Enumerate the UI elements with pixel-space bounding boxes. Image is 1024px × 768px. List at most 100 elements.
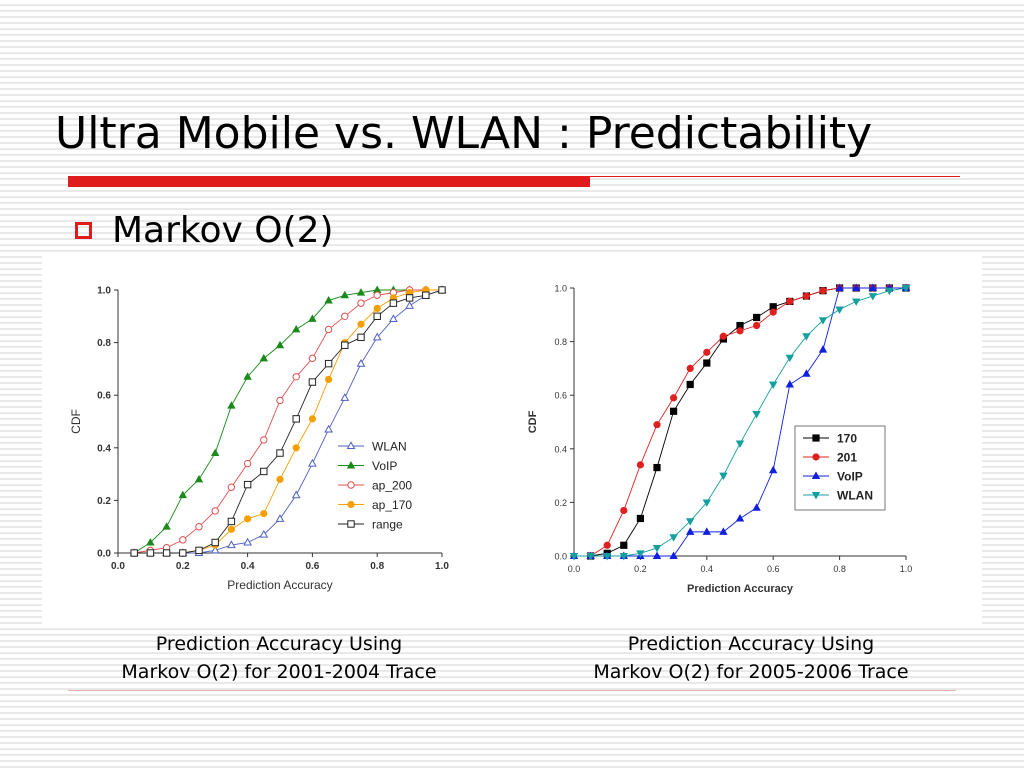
right-chart-y-tick-label: 0.6 (554, 391, 567, 401)
left-chart-data-point (341, 341, 349, 349)
left-chart-data-point (179, 536, 187, 544)
chart-left-svg: 0.0 0.2 0.4 0.6 0.8 1.0 0.0 0.2 0.4 0.6 0.8 1.0 Pred… (69, 285, 449, 592)
left-chart-x-tick-label: 0.4 (241, 561, 255, 572)
right-chart-data-point (835, 283, 844, 291)
right-chart-data-point (802, 292, 810, 300)
right-chart-x-tick-label: 0.4 (701, 564, 714, 574)
left-chart-data-point (179, 549, 187, 557)
right-chart-data-point (851, 298, 861, 306)
left-chart-data-point (243, 459, 252, 468)
right-chart-data-point (901, 285, 911, 293)
left-chart-x-tick-label: 0.2 (176, 561, 190, 572)
slide-title: Ultra Mobile vs. WLAN : Predictability (55, 108, 873, 159)
left-chart-y-tick-label: 0.0 (97, 549, 111, 560)
right-chart-data-point (868, 283, 878, 291)
left-chart-data-point (405, 294, 414, 302)
left-chart-data-point (227, 525, 235, 533)
chart-2005-2006: 0.0 0.2 0.4 0.6 0.8 1.0 0.0 0.2 0.4 0.6 0.8 1.0 Pred… (510, 254, 982, 624)
left-chart-series-line (134, 289, 443, 554)
right-chart-legend-label: 201 (837, 451, 857, 465)
right-chart-data-point (702, 527, 712, 535)
left-chart-data-point (227, 540, 236, 549)
left-chart-data-point (244, 515, 252, 523)
right-chart-data-point (868, 293, 878, 301)
right-chart-data-point (703, 359, 711, 367)
left-chart-data-point (292, 415, 300, 423)
caption-left-line-2: Markov O(2) for 2001-2004 Trace (121, 661, 437, 683)
right-chart-legend: 170 201 VoIP WLAN (794, 425, 886, 511)
left-chart-data-point (259, 353, 269, 362)
right-chart-data-point (703, 348, 711, 356)
right-chart-data-point (586, 553, 595, 561)
right-chart-legend-label: VoIP (837, 470, 863, 484)
left-chart-y-tick-label: 0.4 (97, 443, 111, 454)
left-chart-data-point (260, 467, 268, 476)
left-chart-data-point (308, 314, 317, 322)
left-chart-data-point (389, 314, 398, 322)
right-chart-legend-label: 170 (837, 432, 857, 446)
bullet-text: Markov O(2) (112, 210, 334, 251)
right-chart-data-point (685, 518, 695, 526)
right-chart-data-point (769, 308, 777, 316)
left-chart-data-point (227, 483, 236, 491)
right-chart-data-point (819, 287, 827, 295)
right-chart-data-point (619, 553, 629, 561)
left-chart-series-range (130, 286, 446, 557)
left-chart-data-point (292, 444, 300, 452)
left-chart-y-tick-label: 0.8 (97, 338, 111, 349)
right-chart-data-point (636, 461, 644, 469)
left-chart-data-point (357, 299, 365, 307)
right-chart-data-point (636, 550, 645, 558)
left-chart-data-point (373, 312, 381, 320)
left-chart-x-axis-label: Prediction Accuracy (227, 578, 332, 592)
right-chart-data-point (620, 506, 628, 515)
left-chart-data-point (291, 490, 301, 499)
right-chart-y-tick-label: 0.4 (554, 444, 567, 454)
right-chart-data-point (752, 313, 761, 322)
caption-right-line-2: Markov O(2) for 2005-2006 Trace (593, 661, 909, 683)
left-chart-data-point (373, 291, 381, 299)
right-chart-legend-label: WLAN (837, 489, 873, 503)
title-underline-thin (590, 176, 960, 177)
left-chart-data-point (243, 372, 252, 380)
left-chart-data-point (162, 522, 171, 530)
left-chart-legend-label: range (372, 518, 403, 532)
right-chart-data-point (802, 333, 811, 341)
right-chart-data-point (753, 321, 761, 330)
left-chart-x-tick-label: 0.8 (370, 561, 384, 572)
left-chart-series-ap-200 (130, 286, 446, 557)
left-chart-data-point (372, 332, 382, 341)
right-chart-data-point (602, 553, 612, 561)
left-chart-data-point (195, 523, 203, 531)
square-bullet-icon (75, 222, 92, 239)
left-chart-data-point (308, 354, 317, 363)
left-chart-data-point (211, 538, 219, 547)
chart-right-svg: 0.0 0.2 0.4 0.6 0.8 1.0 0.0 0.2 0.4 0.6 0.8 1.0 Pred… (527, 283, 912, 596)
right-chart-data-point (851, 283, 861, 291)
left-chart-legend-marker (347, 500, 355, 509)
left-chart-data-point (356, 288, 366, 296)
right-chart-data-point (652, 544, 662, 553)
right-chart-y-axis-label: CDF (527, 410, 539, 433)
left-chart-data-point (357, 333, 365, 342)
right-chart-data-point (719, 527, 728, 535)
left-chart-y-tick-label: 1.0 (97, 286, 111, 297)
left-chart-data-point (341, 312, 349, 320)
left-chart-series-voip (129, 285, 447, 556)
right-chart-data-point (603, 541, 611, 549)
left-chart-legend-label: VoIP (372, 459, 397, 473)
right-chart-data-point (653, 421, 661, 429)
right-chart-data-point (652, 551, 662, 559)
right-chart-data-point (802, 369, 811, 377)
caption-left-line-1: Prediction Accuracy Using (155, 633, 403, 655)
left-chart-data-point (260, 509, 268, 518)
caption-right: Prediction Accuracy Using Markov O(2) fo… (536, 630, 966, 686)
right-chart-series-wlan (569, 285, 911, 561)
left-chart-series-line (134, 289, 442, 554)
left-chart-data-point (130, 549, 138, 557)
left-chart-data-point (259, 529, 269, 538)
caption-left: Prediction Accuracy Using Markov O(2) fo… (64, 630, 494, 686)
left-chart-data-point (243, 480, 252, 489)
left-chart-data-point (324, 325, 333, 334)
left-chart-data-point (308, 415, 316, 423)
